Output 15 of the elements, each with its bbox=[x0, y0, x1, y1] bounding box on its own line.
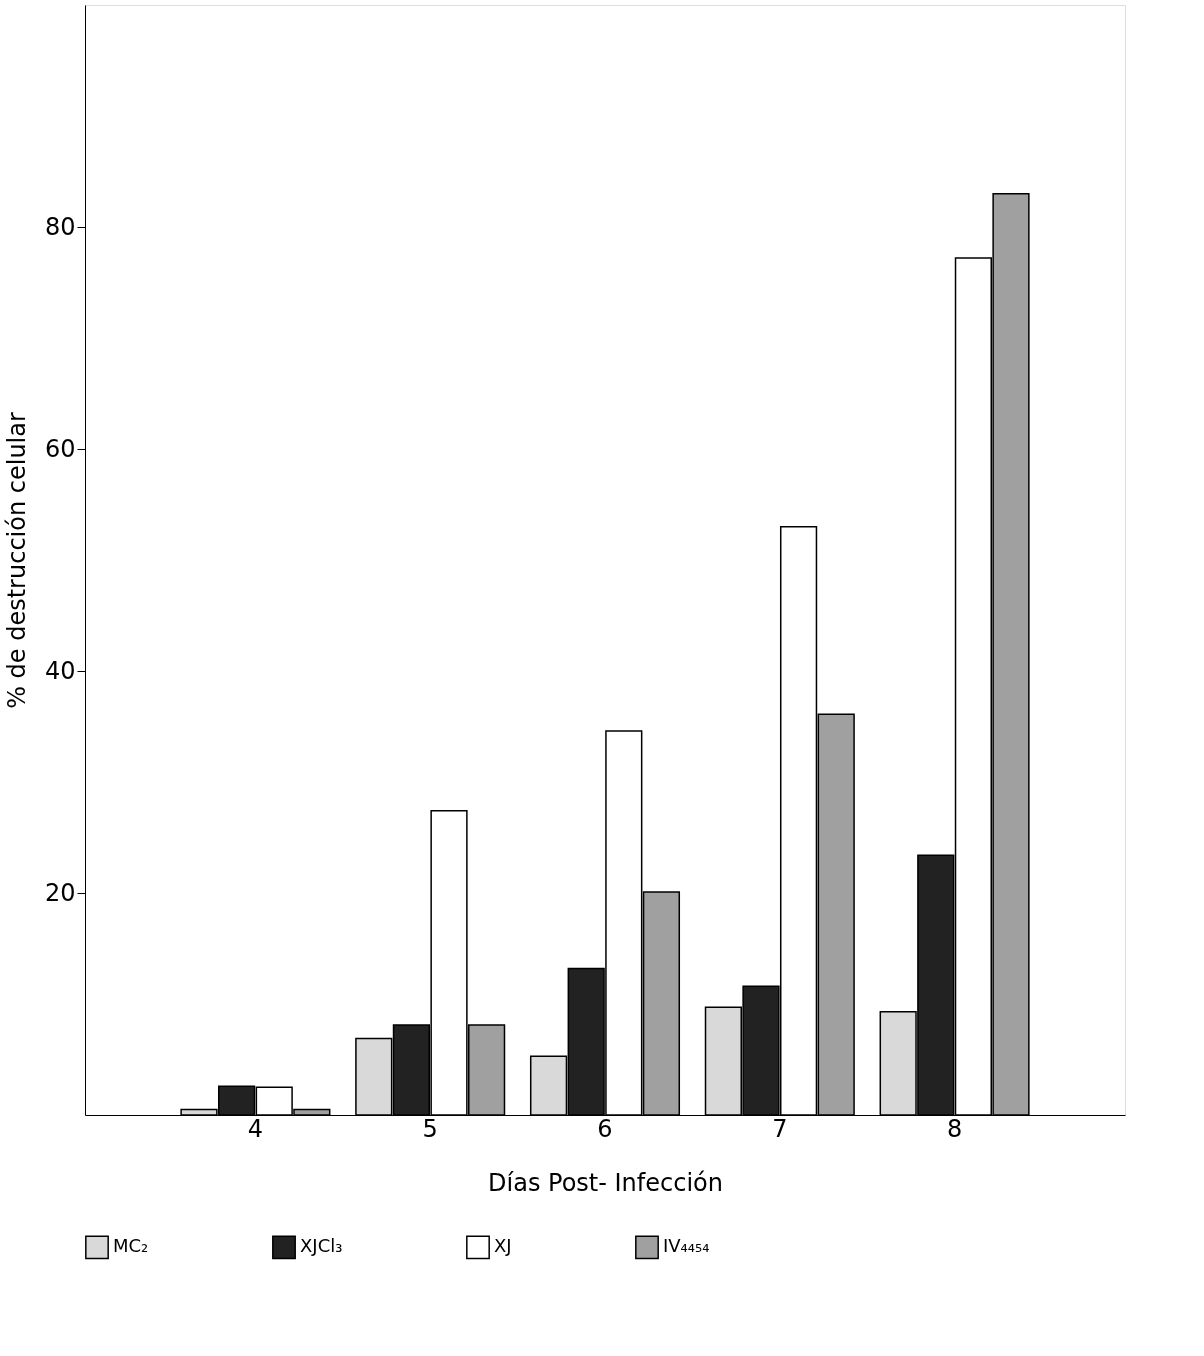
x-tick-label: 6 bbox=[597, 1114, 613, 1143]
x-tick-label: 4 bbox=[247, 1114, 264, 1143]
legend-label: XJCl₃ bbox=[300, 1235, 343, 1257]
y-tick-label: 60 bbox=[44, 434, 76, 463]
x-tick-label: 8 bbox=[946, 1114, 963, 1143]
x-tick-label: 7 bbox=[772, 1114, 788, 1143]
legend-label: XJ bbox=[494, 1235, 512, 1257]
y-tick-label: 80 bbox=[44, 212, 76, 241]
y-axis-title: % de destrucción celular bbox=[2, 412, 31, 709]
y-tick-label: 20 bbox=[44, 878, 76, 907]
x-axis-title: Días Post- Infección bbox=[488, 1168, 723, 1197]
y-tick-label: 40 bbox=[44, 656, 76, 685]
x-tick-label: 5 bbox=[422, 1114, 438, 1143]
legend-label: IV₄₄₅₄ bbox=[663, 1235, 710, 1257]
legend-label: MC₂ bbox=[113, 1235, 149, 1257]
